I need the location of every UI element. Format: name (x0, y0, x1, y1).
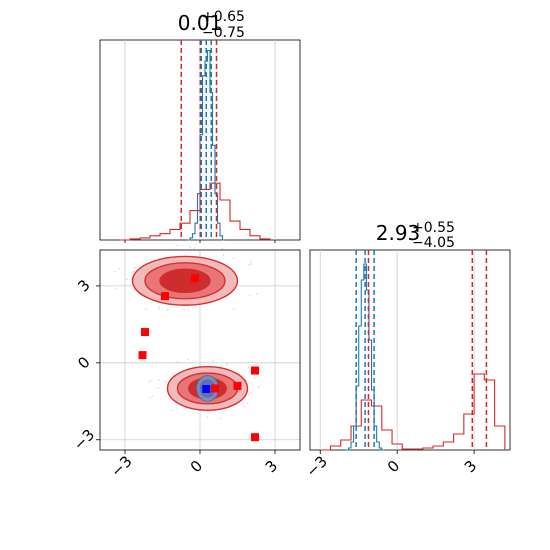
red-square-marker (191, 274, 199, 283)
scatter-sample (250, 391, 252, 394)
scatter-sample (251, 383, 254, 385)
red-square-marker (233, 381, 242, 390)
blue-square-marker (202, 384, 211, 393)
scatter-sample (219, 365, 222, 367)
scatter-sample (115, 287, 117, 290)
y-tick-label: 0 (74, 353, 93, 372)
scatter-sample (197, 412, 199, 415)
x-tick-label: −3 (107, 452, 135, 480)
scatter-sample (167, 308, 169, 311)
scatter-sample (241, 402, 244, 405)
y-tick-label: 3 (74, 276, 93, 295)
scatter-sample (149, 396, 152, 399)
scatter-sample (133, 267, 136, 269)
scatter-sample (172, 374, 174, 376)
scatter-sample (247, 366, 250, 369)
param1-title-lower: −0.75 (202, 25, 245, 41)
scatter-sample (250, 263, 252, 265)
scatter-sample (158, 379, 161, 381)
param2-title: 2.93 (376, 221, 421, 245)
scatter-sample (157, 387, 160, 389)
scatter-sample (253, 377, 256, 379)
scatter-sample (176, 360, 179, 363)
y-tick-label: −3 (70, 426, 98, 454)
scatter-sample (206, 416, 209, 418)
param2-histogram (345, 263, 385, 451)
x-tick-label: 3 (461, 457, 480, 476)
scatter-sample (171, 409, 173, 412)
scatter-sample (176, 244, 178, 247)
x-tick-label: 0 (187, 457, 206, 476)
scatter-sample (232, 307, 235, 310)
param1-title: 0.01 (178, 11, 223, 35)
red-square-marker (161, 292, 169, 301)
scatter-sample (151, 395, 154, 397)
scatter-sample (118, 267, 120, 270)
scatter-sample (114, 270, 116, 273)
scatter-sample (133, 289, 136, 291)
scatter-sample (225, 363, 228, 366)
scatter-sample (250, 260, 253, 263)
param1-title-upper: +0.65 (202, 9, 245, 25)
scatter-sample (246, 402, 249, 404)
scatter-sample (243, 406, 246, 408)
red-square-marker (251, 433, 259, 442)
param2-marginal-frame (309, 249, 511, 451)
scatter-sample (158, 306, 160, 308)
scatter-sample (148, 380, 150, 383)
scatter-sample (222, 254, 225, 256)
param1-marginal-panel: 0.01 +0.65 −0.75 (99, 9, 301, 243)
scatter-sample (212, 360, 214, 362)
scatter-sample (193, 247, 195, 250)
param2-title-upper: +0.55 (412, 220, 455, 236)
red-contour-level (159, 268, 211, 294)
scatter-sample (221, 248, 224, 250)
scatter-sample (232, 257, 235, 259)
red-square-marker (251, 366, 259, 375)
scatter-sample (257, 386, 260, 388)
scatter-sample (164, 381, 167, 383)
x-tick-label: −3 (303, 452, 331, 480)
param2-marginal-panel: −3 0 3 2.93 +0.55 −4.05 (303, 220, 511, 481)
scatter-sample (248, 294, 251, 297)
scatter-sample (145, 308, 148, 311)
scatter-sample (133, 270, 135, 272)
scatter-sample (158, 308, 160, 310)
scatter-sample (187, 308, 190, 311)
param2-title-lower: −4.05 (412, 235, 455, 251)
scatter-sample (248, 263, 251, 266)
x-tick-label: 0 (384, 457, 403, 476)
red-square-marker (141, 328, 149, 337)
joint-panel: −3 0 3 −3 0 3 (70, 244, 301, 481)
param2-histogram (320, 373, 506, 451)
scatter-sample (255, 293, 258, 295)
scatter-sample (149, 379, 152, 381)
scatter-sample (183, 308, 185, 311)
x-tick-label: 3 (262, 457, 281, 476)
scatter-sample (189, 246, 192, 248)
red-square-marker (138, 351, 147, 360)
scatter-sample (126, 278, 128, 280)
param1-histogram (187, 49, 225, 241)
scatter-sample (187, 358, 189, 361)
red-square-marker (211, 384, 219, 393)
scatter-sample (219, 417, 222, 420)
scatter-sample (247, 393, 250, 396)
